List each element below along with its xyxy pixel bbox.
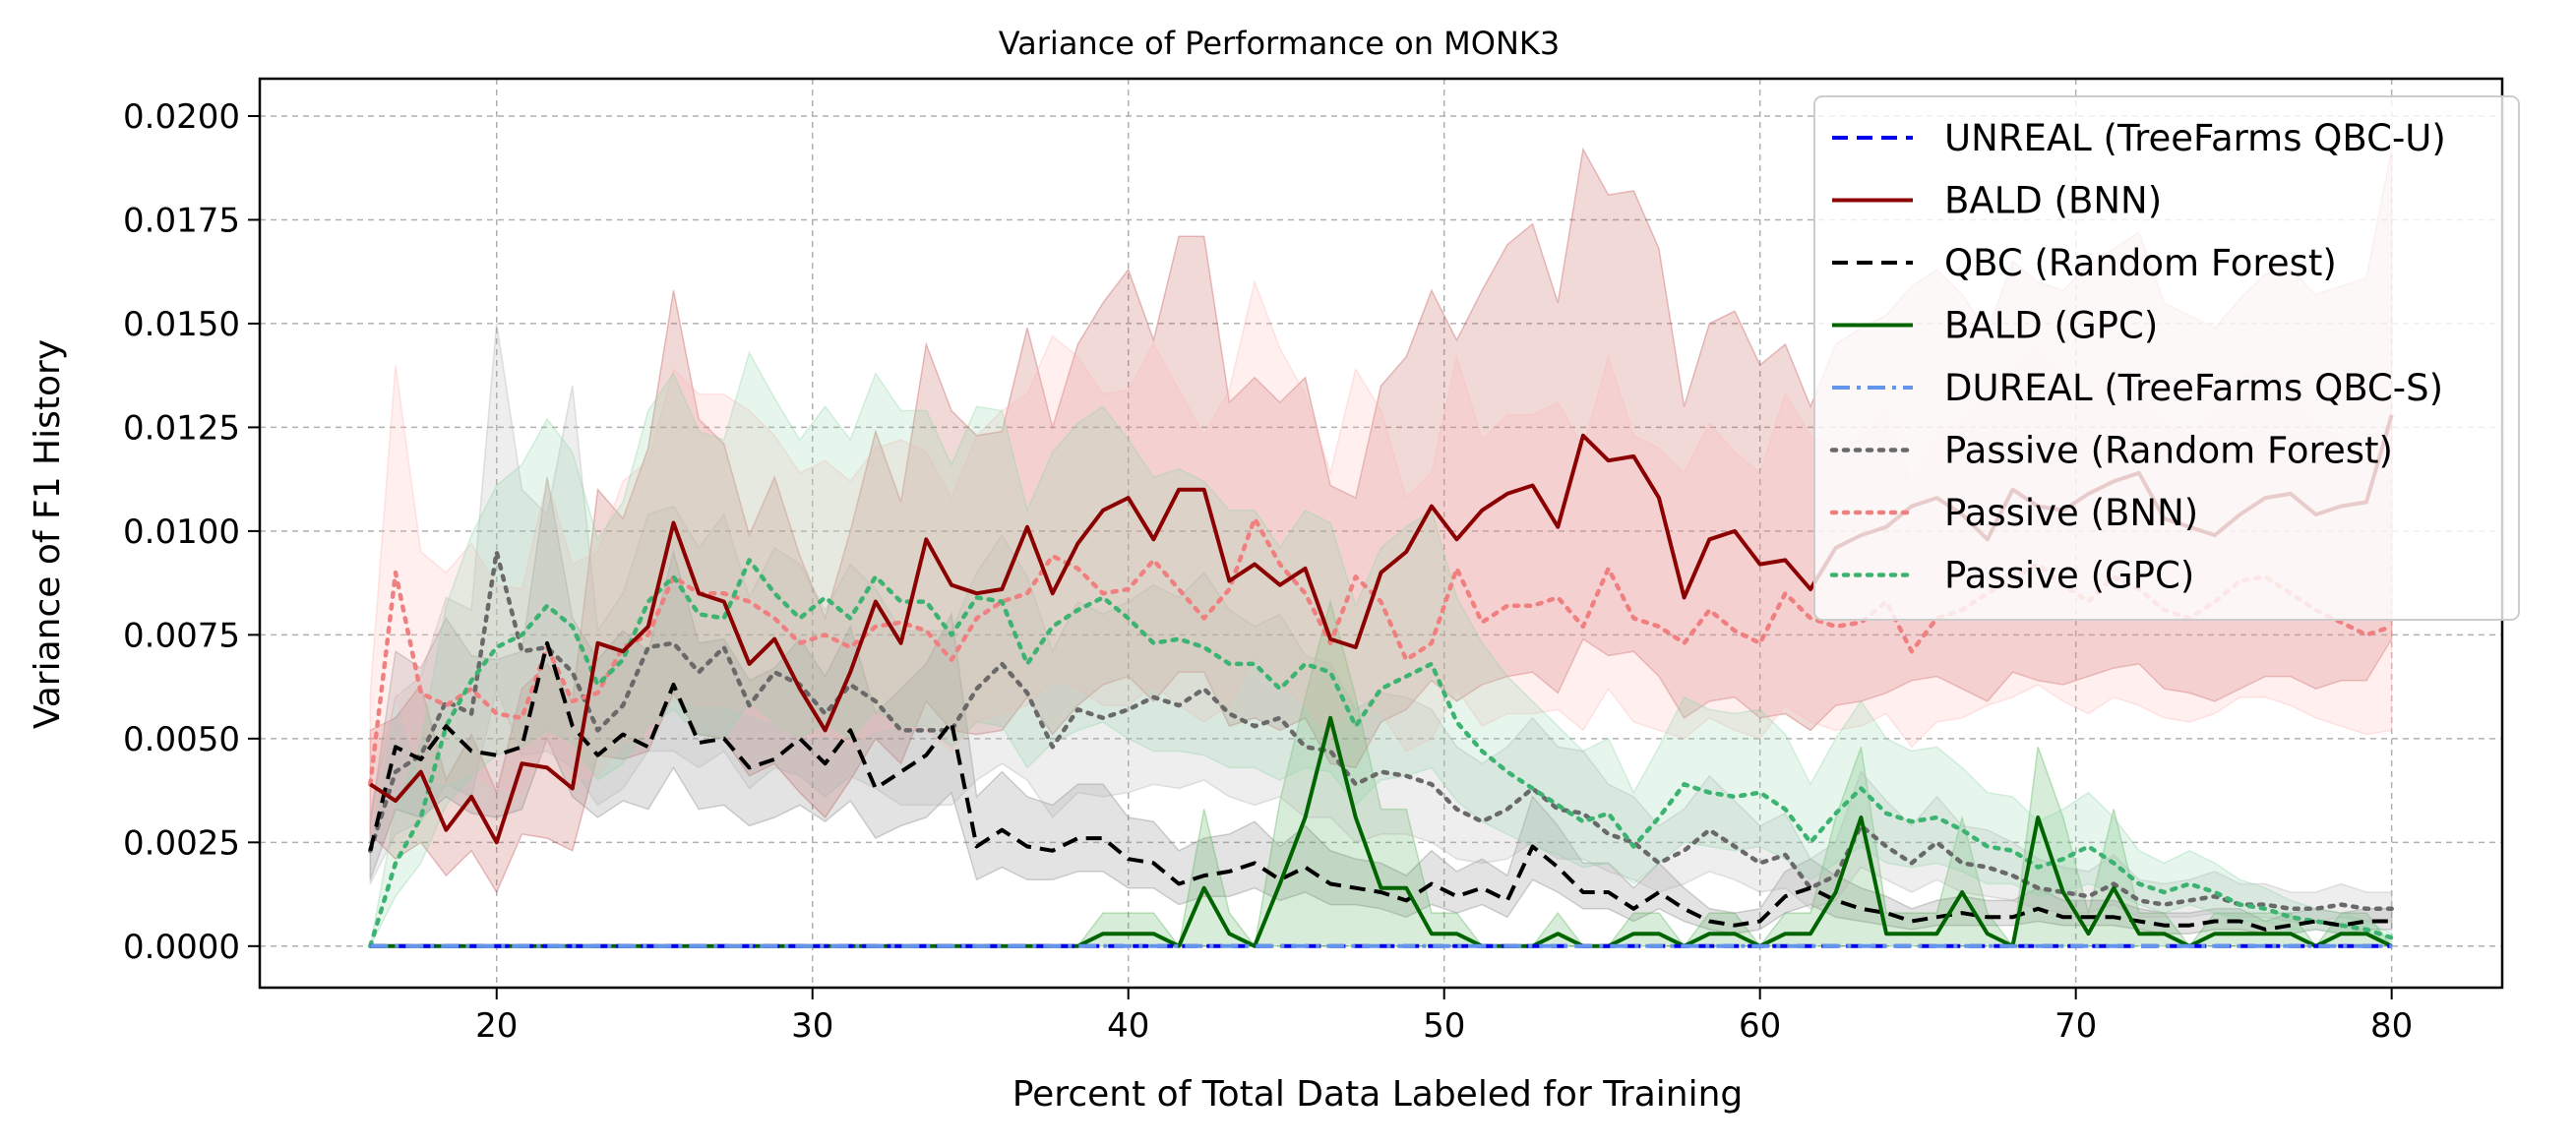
y-tick-label: 0.0150 — [123, 305, 240, 344]
y-tick-label: 0.0025 — [123, 823, 240, 863]
y-tick-label: 0.0125 — [123, 408, 240, 448]
y-tick-label: 0.0075 — [123, 616, 240, 655]
x-tick-label: 20 — [475, 1006, 518, 1046]
x-tick-label: 70 — [2055, 1006, 2097, 1046]
x-tick-label: 60 — [1739, 1006, 1781, 1046]
series-line-5 — [368, 549, 2394, 912]
axis-ticks: 20 30 40 50 60 70 80 0.0000 0.0025 0.0050 0.0075 0.… — [123, 97, 2413, 1046]
legend-label: Passive (BNN) — [1944, 492, 2198, 534]
legend-label: Passive (GPC) — [1944, 555, 2194, 597]
band-2 — [369, 476, 2393, 935]
legend-box — [1813, 95, 2520, 621]
x-axis-title: Percent of Total Data Labeled for Traini… — [1012, 1074, 1744, 1115]
legend-label: UNREAL (TreeFarms QBC-U) — [1944, 117, 2446, 159]
y-tick-label: 0.0050 — [123, 720, 240, 759]
x-tick-label: 40 — [1107, 1006, 1149, 1046]
y-tick-label: 0.0100 — [123, 513, 240, 552]
series-line-7 — [368, 558, 2394, 949]
series-line-2 — [368, 640, 2392, 932]
x-tick-label: 80 — [2370, 1006, 2413, 1046]
y-tick-label: 0.0175 — [123, 201, 240, 240]
x-tick-label: 30 — [791, 1006, 833, 1046]
legend-label: QBC (Random Forest) — [1944, 242, 2337, 284]
legend: UNREAL (TreeFarms QBC-U) BALD (BNN) QBC (R… — [1813, 95, 2520, 621]
y-tick-label: 0.0200 — [123, 97, 240, 137]
legend-label: Passive (Random Forest) — [1944, 430, 2393, 472]
legend-label: DUREAL (TreeFarms QBC-S) — [1944, 367, 2443, 409]
legend-label: BALD (BNN) — [1944, 180, 2162, 222]
y-axis-title: Variance of F1 History — [28, 339, 68, 729]
legend-label: BALD (GPC) — [1944, 305, 2158, 347]
x-tick-label: 50 — [1423, 1006, 1465, 1046]
chart-title: Variance of Performance on MONK3 — [999, 25, 1560, 62]
band-5 — [369, 323, 2393, 923]
series-line-3 — [370, 715, 2393, 948]
y-tick-label: 0.0000 — [123, 928, 240, 967]
